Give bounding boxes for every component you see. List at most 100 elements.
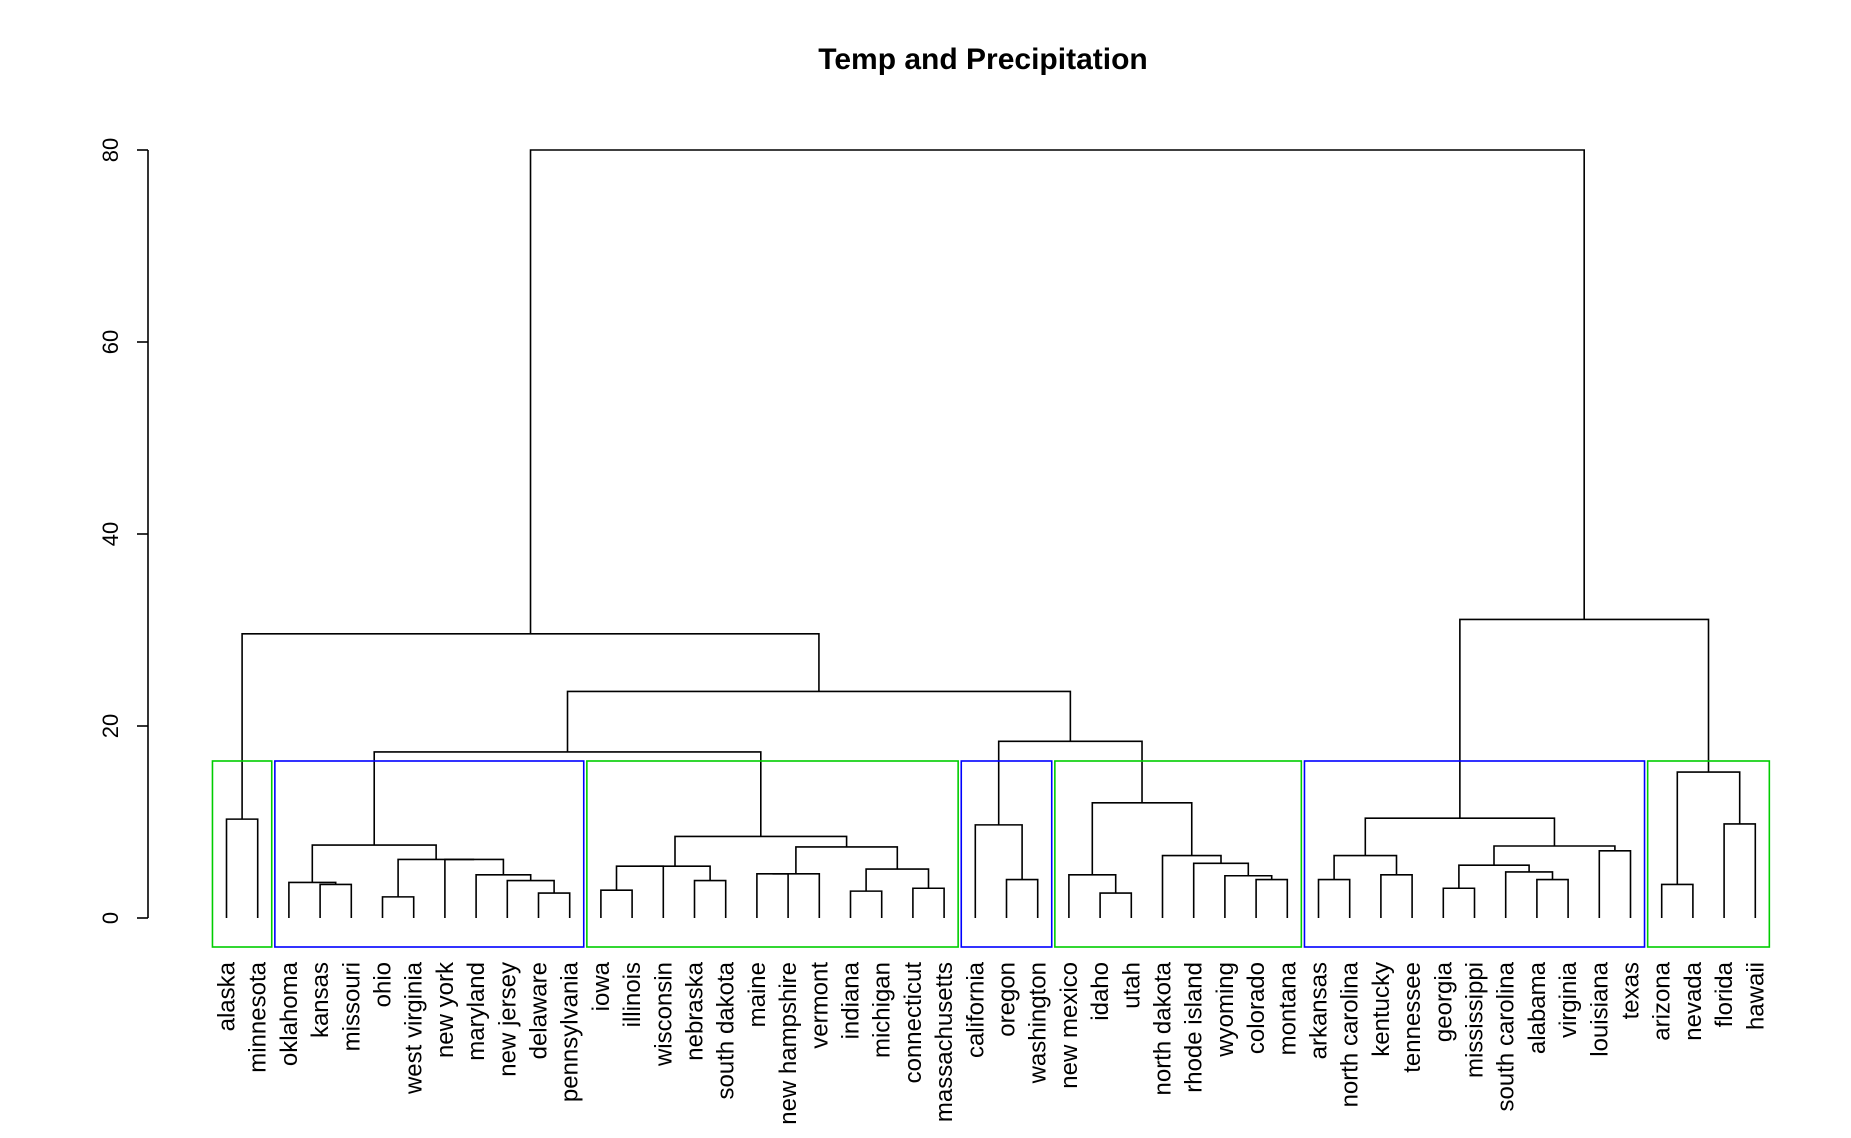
- leaf-label: nevada: [1680, 961, 1707, 1040]
- merge-link: [1493, 845, 1616, 866]
- leaf-label: pennsylvania: [557, 961, 584, 1102]
- dendrogram-tree: [225, 149, 1757, 918]
- leaf-label: minnesota: [245, 961, 272, 1072]
- merge-link: [1161, 854, 1222, 918]
- cluster-rect: [960, 760, 1053, 948]
- y-tick-label: 20: [98, 714, 123, 738]
- merge-link: [1333, 854, 1398, 880]
- leaf-label: indiana: [838, 961, 865, 1039]
- leaf-label: washington: [1025, 962, 1052, 1084]
- leaf-label: tennessee: [1399, 962, 1426, 1073]
- leaf-label: connecticut: [900, 962, 927, 1084]
- cluster-rect: [1303, 760, 1646, 948]
- merge-link: [772, 873, 821, 918]
- merge-link: [241, 633, 820, 820]
- leaf-labels: alaska minnesota oklahoma kansas missouri ohi…: [214, 961, 1770, 1125]
- merge-link: [1091, 802, 1193, 875]
- cluster-rect: [586, 760, 959, 948]
- merge-link: [1317, 878, 1351, 918]
- merge-link: [319, 883, 353, 918]
- leaf-label: hawaii: [1742, 962, 1769, 1030]
- merge-link: [756, 873, 789, 918]
- merge-link: [1442, 887, 1476, 918]
- leaf-label: alabama: [1524, 961, 1551, 1054]
- leaf-label: oregon: [994, 962, 1021, 1037]
- merge-link: [381, 896, 415, 918]
- merge-link: [974, 824, 1023, 918]
- merge-link: [1380, 874, 1413, 918]
- merge-link: [225, 818, 259, 918]
- leaf-label: maryland: [463, 962, 490, 1061]
- merge-link: [849, 890, 883, 918]
- merge-link: [1099, 892, 1133, 918]
- leaf-label: florida: [1711, 961, 1738, 1027]
- merge-link: [1255, 878, 1289, 918]
- merge-link: [1676, 771, 1741, 885]
- merge-link: [566, 690, 1072, 752]
- merge-link: [1598, 850, 1632, 918]
- leaf-label: rhode island: [1181, 962, 1208, 1093]
- leaf-label: alaska: [214, 961, 241, 1031]
- leaf-label: south carolina: [1493, 961, 1520, 1111]
- merge-link: [639, 865, 711, 881]
- leaf-label: idaho: [1087, 962, 1114, 1021]
- leaf-label: north carolina: [1337, 961, 1364, 1107]
- leaf-label: nebraska: [682, 961, 709, 1060]
- merge-link: [1459, 618, 1710, 819]
- leaf-label: new hampshire: [775, 962, 802, 1125]
- leaf-label: mississippi: [1462, 962, 1489, 1078]
- merge-link: [600, 889, 633, 918]
- leaf-label: wisconsin: [650, 962, 677, 1067]
- leaf-label: louisiana: [1586, 961, 1613, 1056]
- leaf-label: west virginia: [401, 961, 428, 1095]
- leaf-label: maine: [744, 962, 771, 1027]
- cluster-boxes: [211, 760, 1771, 948]
- leaf-label: texas: [1618, 962, 1645, 1019]
- y-axis: 0 20 40 60 80: [98, 138, 149, 924]
- leaf-label: georgia: [1430, 961, 1457, 1042]
- merge-link: [1660, 883, 1694, 918]
- merge-link: [1224, 874, 1273, 918]
- cluster-rect: [274, 760, 585, 948]
- leaf-label: arizona: [1649, 961, 1676, 1040]
- leaf-label: iowa: [588, 961, 615, 1011]
- merge-link: [1723, 823, 1757, 918]
- merge-link: [1364, 817, 1556, 856]
- merge-link: [912, 887, 945, 918]
- leaf-label: delaware: [526, 962, 553, 1059]
- merge-link: [674, 835, 848, 867]
- cluster-rect: [1646, 760, 1771, 948]
- leaf-label: massachusetts: [931, 962, 958, 1122]
- y-tick-label: 0: [98, 912, 123, 924]
- merge-link: [1005, 878, 1039, 918]
- merge-link: [1068, 874, 1117, 918]
- leaf-label: north dakota: [1150, 961, 1177, 1095]
- chart-title: Temp and Precipitation: [818, 43, 1148, 76]
- cluster-rect: [1054, 760, 1303, 948]
- y-tick-label: 80: [98, 138, 123, 162]
- leaf-label: illinois: [619, 962, 646, 1027]
- cluster-rect: [211, 760, 273, 948]
- merge-link: [1536, 878, 1569, 918]
- leaf-label: colorado: [1243, 962, 1270, 1054]
- merge-link: [444, 858, 505, 918]
- leaf-label: missouri: [338, 962, 365, 1051]
- merge-link: [397, 858, 475, 897]
- merge-link: [311, 844, 437, 883]
- merge-link: [288, 881, 337, 918]
- leaf-label: utah: [1118, 962, 1145, 1009]
- merge-link: [373, 751, 762, 846]
- leaf-label: arkansas: [1306, 962, 1333, 1059]
- leaf-label: montana: [1274, 961, 1301, 1055]
- leaf-label: vermont: [806, 962, 833, 1049]
- leaf-label: oklahoma: [276, 961, 303, 1066]
- leaf-label: new york: [432, 961, 459, 1058]
- leaf-label: michigan: [869, 962, 896, 1058]
- y-tick-label: 60: [98, 330, 123, 354]
- leaf-label: california: [962, 961, 989, 1058]
- leaf-label: ohio: [370, 962, 397, 1007]
- merge-link: [997, 740, 1143, 825]
- merge-link: [529, 149, 1585, 634]
- y-tick-label: 40: [98, 522, 123, 546]
